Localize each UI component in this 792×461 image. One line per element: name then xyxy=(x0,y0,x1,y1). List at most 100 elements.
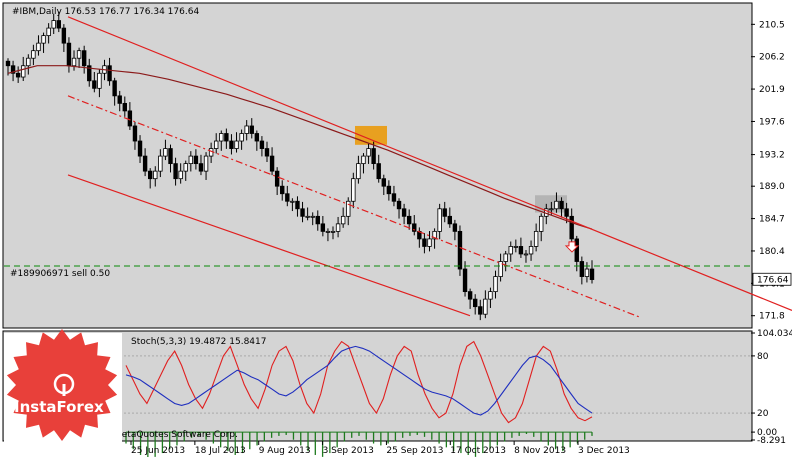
candle-body xyxy=(280,186,284,194)
candle-body xyxy=(585,269,589,277)
candle-body xyxy=(250,126,254,134)
candle-body xyxy=(484,299,488,314)
candle-body xyxy=(67,43,71,66)
candle-body xyxy=(184,164,188,172)
candle-body xyxy=(468,292,472,300)
candle-body xyxy=(367,149,371,157)
candle-body xyxy=(93,81,97,89)
candle-body xyxy=(575,239,579,262)
price-tick-label: 193.2 xyxy=(759,151,785,161)
time-tick-label: 18 Jul 2013 xyxy=(195,446,246,456)
candle-body xyxy=(382,179,386,187)
candle-body xyxy=(463,269,467,292)
candle-body xyxy=(357,164,361,179)
candle-body xyxy=(555,201,559,209)
candle-body xyxy=(52,21,56,29)
order-label: #189906971 sell 0.50 xyxy=(10,269,110,279)
candle-body xyxy=(16,73,20,77)
candle-body xyxy=(133,126,137,141)
candle-body xyxy=(235,141,239,149)
candle-body xyxy=(570,216,574,239)
candle-body xyxy=(57,21,61,29)
candle-body xyxy=(265,149,269,157)
candle-body xyxy=(72,58,76,66)
candle-body xyxy=(143,156,147,171)
candle-body xyxy=(260,141,264,149)
candle-body xyxy=(580,261,584,276)
candle-body xyxy=(392,194,396,202)
candle-body xyxy=(489,292,493,300)
candle-body xyxy=(225,134,229,142)
price-tick-label: 189.0 xyxy=(759,182,785,192)
candle-body xyxy=(296,201,300,209)
candle-body xyxy=(306,216,310,217)
candle-body xyxy=(565,209,569,217)
candle-body xyxy=(539,216,543,231)
stoch-tick-label: 104.034 xyxy=(757,329,792,339)
candle-body xyxy=(6,61,10,66)
price-tick-label: 184.7 xyxy=(759,215,785,225)
candle-body xyxy=(98,73,102,88)
candle-body xyxy=(494,277,498,292)
stoch-tick-label: 80 xyxy=(757,352,769,362)
candle-body xyxy=(529,246,533,254)
logo-text: InstaForex xyxy=(14,398,104,416)
candle-body xyxy=(372,149,376,164)
candle-body xyxy=(37,43,41,51)
price-tick-label: 206.2 xyxy=(759,53,785,63)
time-tick-label: 25 Jun 2013 xyxy=(131,446,185,456)
candle-body xyxy=(362,156,366,164)
candle-body xyxy=(214,141,218,149)
price-tick-label: 197.6 xyxy=(759,117,785,127)
candle-body xyxy=(108,66,112,81)
candle-body xyxy=(326,231,330,232)
candle-body xyxy=(316,216,320,224)
candle-body xyxy=(514,246,518,247)
candle-body xyxy=(443,209,447,217)
candle-body xyxy=(590,269,594,280)
stoch-tick-label: -8.291 xyxy=(757,436,786,446)
candle-body xyxy=(169,149,173,164)
candle-body xyxy=(346,201,350,216)
candle-body xyxy=(174,164,178,179)
candle-body xyxy=(321,224,325,232)
candle-body xyxy=(32,51,36,59)
candle-body xyxy=(336,224,340,232)
candle-body xyxy=(453,224,457,232)
candle-body xyxy=(179,171,183,179)
candle-body xyxy=(341,216,345,224)
candle-body xyxy=(113,81,117,96)
stochastic-header: Stoch(5,3,3) 19.4872 15.8417 xyxy=(131,337,266,347)
time-tick-label: 3 Sep 2013 xyxy=(323,446,374,456)
candle-body xyxy=(164,149,168,157)
candle-body xyxy=(159,156,163,171)
price-tick-label: 171.8 xyxy=(759,312,785,322)
candle-body xyxy=(77,51,81,59)
time-tick-label: 3 Dec 2013 xyxy=(578,446,630,456)
candle-body xyxy=(194,156,198,164)
price-tick-label: 201.9 xyxy=(759,85,785,95)
candle-body xyxy=(423,239,427,247)
candle-body xyxy=(286,194,290,202)
candle-body xyxy=(189,156,193,164)
candle-body xyxy=(550,209,554,210)
candle-body xyxy=(47,28,51,36)
candle-body xyxy=(402,209,406,217)
candle-body xyxy=(301,209,305,217)
candle-body xyxy=(397,201,401,209)
candle-body xyxy=(524,254,528,255)
stoch-tick-label: 20 xyxy=(757,409,769,419)
candle-body xyxy=(478,307,482,315)
candle-body xyxy=(255,134,259,142)
candle-body xyxy=(128,111,132,126)
candle-body xyxy=(407,216,411,224)
instaforex-logo: InstaForex xyxy=(4,329,122,445)
candle-body xyxy=(311,216,315,217)
candle-body xyxy=(534,231,538,246)
candle-body xyxy=(275,171,279,186)
candle-body xyxy=(377,164,381,179)
candle-body xyxy=(387,186,391,194)
symbol-header: #IBM,Daily 176.53 176.77 176.34 176.64 xyxy=(12,7,199,17)
